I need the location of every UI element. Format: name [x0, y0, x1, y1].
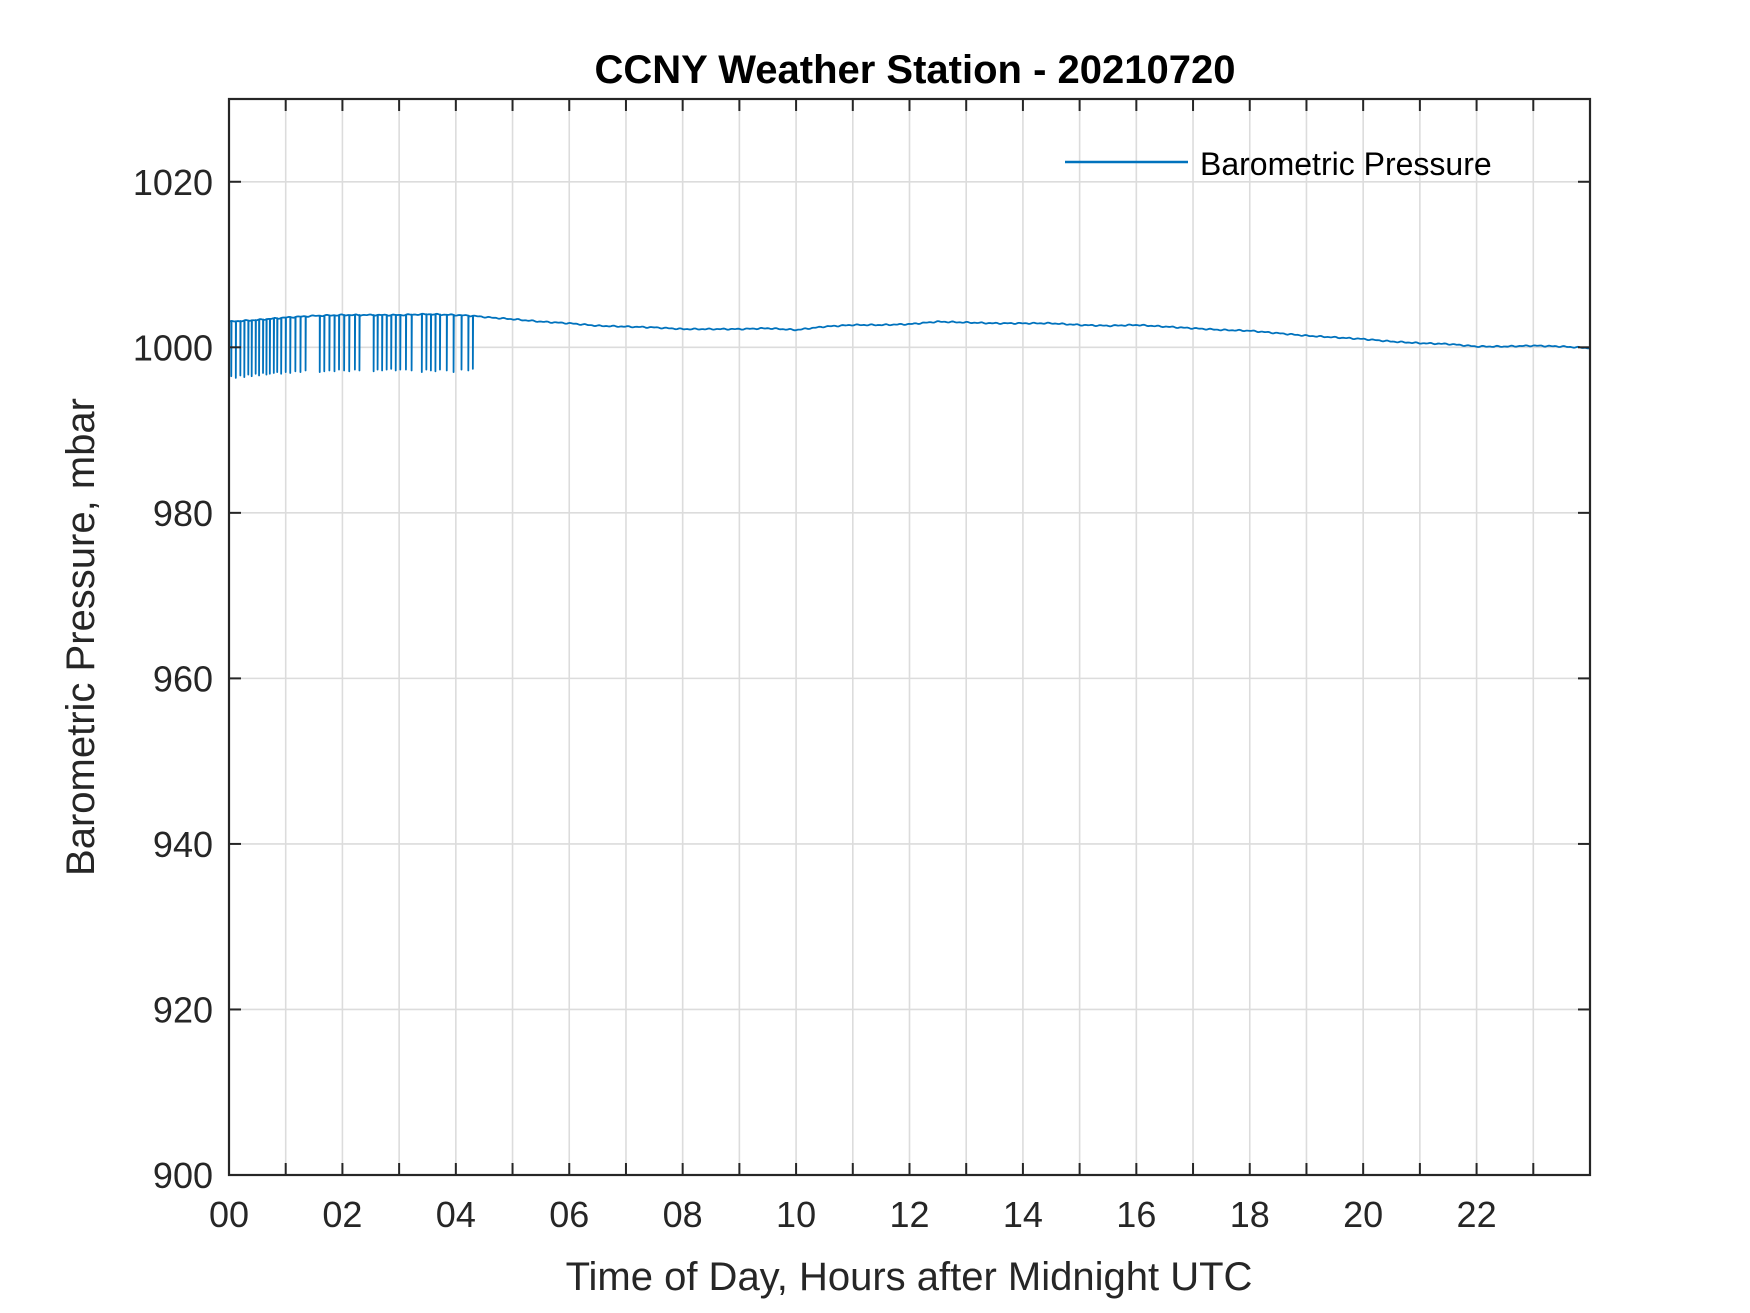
y-axis-label: Barometric Pressure, mbar: [59, 398, 103, 876]
x-tick-label: 14: [1003, 1194, 1043, 1235]
x-tick-label: 18: [1230, 1194, 1270, 1235]
y-tick-label: 960: [153, 658, 213, 699]
y-tick-label: 1000: [133, 327, 213, 368]
x-tick-label: 20: [1343, 1194, 1383, 1235]
tick-marks: [229, 99, 1590, 1176]
x-tick-label: 10: [776, 1194, 816, 1235]
x-tick-label: 04: [436, 1194, 476, 1235]
plot-area: [227, 97, 1592, 1177]
x-tick-label: 12: [889, 1194, 929, 1235]
y-tick-labels: 900 920 940 960 980 1000 1020: [133, 162, 213, 1196]
y-tick-label: 920: [153, 989, 213, 1030]
y-tick-label: 1020: [133, 162, 213, 203]
x-tick-label: 02: [322, 1194, 362, 1235]
y-tick-label: 940: [153, 824, 213, 865]
legend-entry-barometric-pressure: Barometric Pressure: [1200, 146, 1492, 182]
y-tick-label: 980: [153, 493, 213, 534]
chart-title: CCNY Weather Station - 20210720: [595, 48, 1236, 92]
x-tick-label: 16: [1116, 1194, 1156, 1235]
x-tick-label: 08: [663, 1194, 703, 1235]
grid: [229, 99, 1590, 1175]
series-line-barometric-pressure: [228, 312, 1591, 379]
x-tick-label: 06: [549, 1194, 589, 1235]
y-tick-label: 900: [153, 1155, 213, 1196]
x-tick-labels: 00 02 04 06 08 10 12 14 16 18 20 22: [209, 1194, 1497, 1235]
x-tick-label: 22: [1457, 1194, 1497, 1235]
x-axis-label: Time of Day, Hours after Midnight UTC: [566, 1255, 1253, 1299]
x-tick-label: 00: [209, 1194, 249, 1235]
series-barometric-pressure: [228, 312, 1591, 379]
legend: Barometric Pressure: [1065, 146, 1492, 182]
